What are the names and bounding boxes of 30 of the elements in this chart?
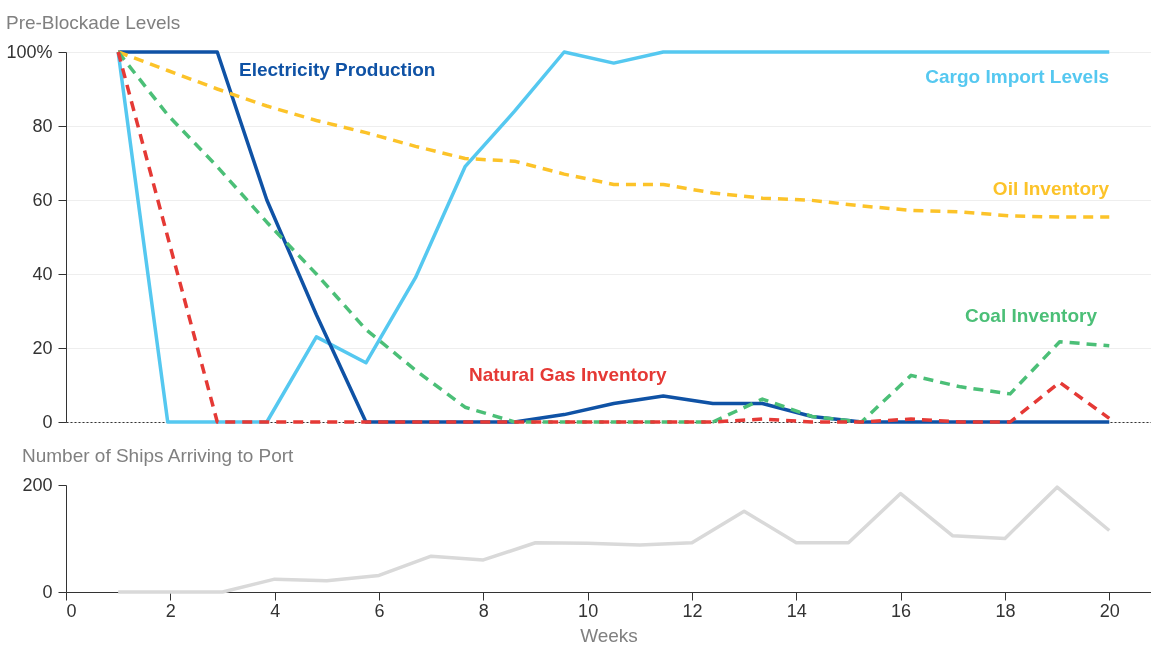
y-tick-label: 20 xyxy=(32,337,53,358)
series-label: Oil Inventory xyxy=(992,178,1110,199)
chart-title: Pre-Blockade Levels xyxy=(5,12,181,33)
line-series xyxy=(116,50,1112,424)
series-label: Cargo Import Levels xyxy=(925,66,1109,87)
series-label: Coal Inventory xyxy=(965,305,1098,326)
x-axis-title: Weeks xyxy=(580,624,638,646)
x-tick-label: 16 xyxy=(891,600,912,621)
y-tick-label: 200 xyxy=(22,474,53,495)
x-tick-label: 0 xyxy=(66,600,77,621)
x-tick-label: 8 xyxy=(478,600,489,621)
x-tick-label: 6 xyxy=(374,600,385,621)
series-label: Natural Gas Inventory xyxy=(469,364,667,385)
x-tick-label: 12 xyxy=(682,600,703,621)
x-tick-label: 10 xyxy=(578,600,599,621)
x-tick-label: 2 xyxy=(165,600,176,621)
y-tick-label: 40 xyxy=(32,263,53,284)
y-tick-label: 0 xyxy=(42,411,53,432)
x-tick-label: 4 xyxy=(270,600,281,621)
x-tick-label: 14 xyxy=(786,600,807,621)
y-tick-label: 60 xyxy=(32,189,53,210)
x-tick-label: 20 xyxy=(1099,600,1120,621)
y-tick-label: 80 xyxy=(32,115,53,136)
x-tick-label: 18 xyxy=(995,600,1016,621)
y-tick-label: 0 xyxy=(42,581,53,602)
y-tick-label: 100% xyxy=(6,41,53,62)
line-series xyxy=(116,485,1112,594)
line-series xyxy=(116,50,1112,219)
chart-title: Number of Ships Arriving to Port xyxy=(21,445,295,466)
series-label: Electricity Production xyxy=(239,59,436,80)
